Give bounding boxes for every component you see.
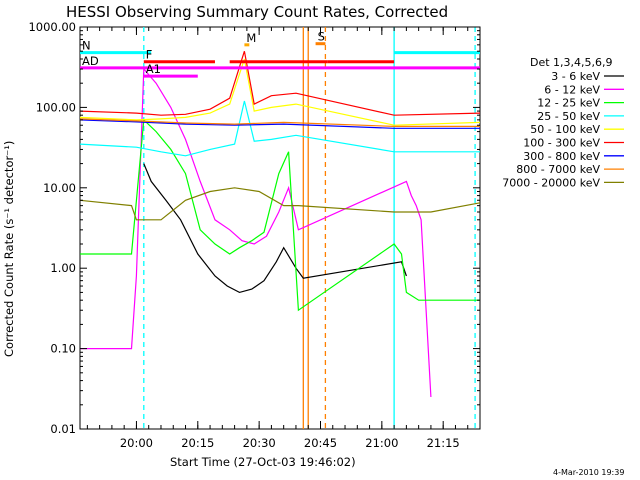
legend-entry: 50 - 100 keV — [530, 123, 600, 136]
series-group — [79, 51, 481, 398]
y-tick-label: 1.00 — [50, 261, 76, 275]
series-line — [79, 100, 480, 157]
series-line — [79, 187, 481, 221]
y-axis-label: Corrected Count Rate (s⁻¹ detector⁻¹) — [2, 141, 16, 357]
plot-frame — [79, 26, 481, 430]
x-tick-label: 20:00 — [120, 436, 153, 450]
x-axis-label: Start Time (27-Oct-03 19:46:02) — [170, 455, 356, 469]
y-tick-label: 100.00 — [36, 100, 76, 114]
legend-title: Det 1,3,4,5,6,9 — [530, 56, 613, 69]
x-tick-label: 20:45 — [304, 436, 337, 450]
y-axis: 1000.00 100.00 10.00 1.00 0.10 0.01 — [28, 20, 480, 436]
legend-entry: 25 - 50 keV — [537, 110, 600, 123]
x-tick-label: 20:15 — [181, 436, 214, 450]
series-line — [80, 118, 480, 312]
y-tick-label: 10.00 — [43, 181, 76, 195]
x-tick-label: 21:15 — [427, 436, 460, 450]
series-line — [143, 163, 407, 294]
legend-entry: 300 - 800 keV — [523, 150, 600, 163]
vertical-markers — [143, 27, 476, 429]
y-tick-label: 1000.00 — [28, 20, 76, 34]
legend-entry: 100 - 300 keV — [523, 137, 600, 150]
series-line — [79, 58, 481, 126]
series-line — [79, 119, 480, 129]
flag-label: F — [146, 48, 153, 62]
x-tick-label: 20:30 — [243, 436, 276, 450]
flag-bars: N F AD A1 M S — [80, 30, 480, 78]
flag-label: M — [246, 31, 256, 45]
legend-entry: 3 - 6 keV — [551, 70, 600, 83]
flag-label: N — [82, 39, 91, 53]
x-tick-label: 21:00 — [365, 436, 398, 450]
y-tick-label: 0.10 — [50, 342, 76, 356]
footer-date: 4-Mar-2010 19:39 — [553, 468, 624, 477]
flag-label: AD — [82, 54, 99, 68]
series-line — [79, 118, 480, 128]
series-line — [79, 51, 481, 116]
flag-label: S — [318, 30, 325, 44]
legend-entry: 12 - 25 keV — [537, 97, 600, 110]
flag-label: A1 — [146, 62, 161, 76]
legend-entry: 6 - 12 keV — [544, 83, 600, 96]
y-tick-label: 0.01 — [50, 422, 76, 436]
legend-entry: 7000 - 20000 keV — [502, 176, 600, 189]
x-axis: 20:00 20:15 20:30 20:45 21:00 21:15 — [86, 27, 469, 450]
chart-title: HESSI Observing Summary Count Rates, Cor… — [66, 3, 448, 21]
legend-entry: 800 - 7000 keV — [516, 163, 600, 176]
series-line — [80, 67, 432, 398]
